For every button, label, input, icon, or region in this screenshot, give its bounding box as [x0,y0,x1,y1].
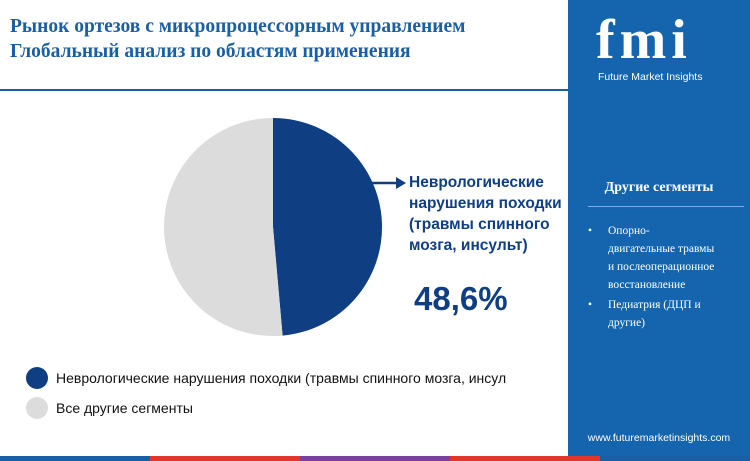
list-item-line: и послеоперационное [608,261,715,273]
legend-label: Неврологические нарушения походки (травм… [56,370,507,386]
list-item: • Педиатрия (ДЦП и другие) [588,296,738,332]
sidebar-heading: Другие сегменты [604,180,714,195]
pie-slices [164,118,383,336]
legend-swatch [26,367,48,389]
legend-label: Все другие сегменты [56,400,193,416]
list-item-line: двигательные травмы [608,243,715,255]
slice-callout-label: Неврологические нарушения походки (травм… [409,172,569,256]
website-url: www.futuremarketinsights.com [587,432,731,444]
callout-line: нарушения походки [409,195,562,212]
arrow-right-icon [372,177,406,189]
segment-list: • Опорно- двигательные травмы и послеопе… [588,222,738,334]
page-title: Рынок ортезов с микропроцессорным управл… [10,14,565,64]
slice-value-label: 48,6% [414,280,508,317]
callout-line: (травмы спинного [409,216,550,233]
strip-segment [0,456,150,461]
list-item-line: восстановление [608,279,686,291]
sidebar-divider [588,206,744,207]
pie-slice [164,118,283,336]
title-line-1: Рынок ортезов с микропроцессорным управл… [10,16,466,37]
brand-logo: fmi [596,9,692,71]
strip-segment [600,456,750,461]
bottom-color-strip [0,456,750,461]
legend-swatch [26,397,48,419]
pie-slice [273,118,383,336]
list-item-line: Педиатрия (ДЦП и [608,299,701,311]
list-item-line: Опорно- [608,225,650,237]
brand-subtitle: Future Market Insights [598,71,703,83]
legend-item: Неврологические нарушения походки (травм… [26,367,566,389]
strip-segment [450,456,600,461]
legend-item: Все другие сегменты [26,397,566,419]
callout-line: Неврологические [409,174,544,191]
sidebar-panel: fmi Future Market Insights Другие сегмен… [568,0,750,456]
title-line-2: Глобальный анализ по областям применения [10,41,411,62]
list-item-line: другие) [608,317,646,329]
strip-segment [150,456,300,461]
bullet-icon: • [588,225,593,237]
callout-line: мозга, инсульт) [409,237,528,254]
bullet-icon: • [588,299,593,311]
title-divider [0,89,568,91]
pie-chart [164,118,383,336]
list-item: • Опорно- двигательные травмы и послеопе… [588,222,738,294]
strip-segment [300,456,450,461]
